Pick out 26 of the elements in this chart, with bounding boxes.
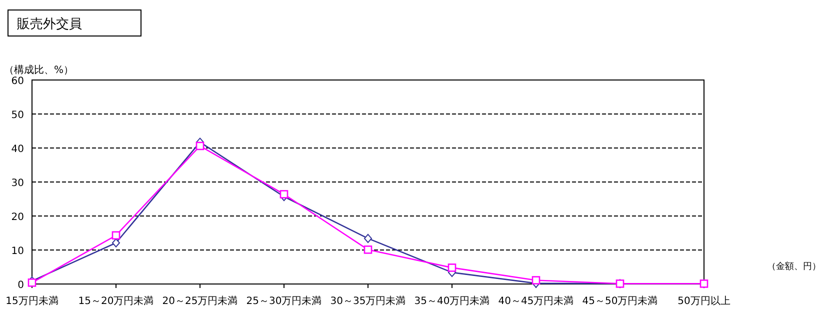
x-axis-title: （金額、円） [767, 261, 821, 272]
point [364, 246, 372, 254]
y-tick-label: 30 [11, 178, 24, 189]
x-tick-label: 20～25万円未満 [162, 295, 238, 307]
y-tick-label: 40 [11, 144, 24, 155]
y-tick-label: 0 [18, 280, 24, 291]
x-tick-label: 40～45万円未満 [498, 295, 574, 307]
y-tick-label: 10 [11, 246, 24, 257]
x-tick-label: 35～40万円未満 [414, 295, 490, 307]
x-tick-label: 25～30万円未満 [246, 295, 322, 307]
point [364, 234, 372, 243]
y-tick-label: 20 [11, 212, 24, 223]
point [280, 190, 288, 198]
x-tick-label: 15万円未満 [6, 295, 58, 307]
chart-title: 販売外交員 [17, 16, 82, 32]
y-tick-label: 60 [11, 76, 24, 87]
point [532, 276, 540, 284]
y-axis-title: （構成比、%） [4, 64, 74, 76]
point [112, 231, 120, 240]
x-tick-label: 15～20万円未満 [78, 295, 154, 307]
x-tick-label: 45～50万円未満 [582, 295, 658, 307]
x-tick-label: 30～35万円未満 [330, 295, 406, 307]
y-tick-label: 50 [11, 110, 24, 121]
x-tick-label: 50万円以上 [678, 295, 730, 307]
point [196, 142, 204, 150]
point [448, 264, 456, 272]
